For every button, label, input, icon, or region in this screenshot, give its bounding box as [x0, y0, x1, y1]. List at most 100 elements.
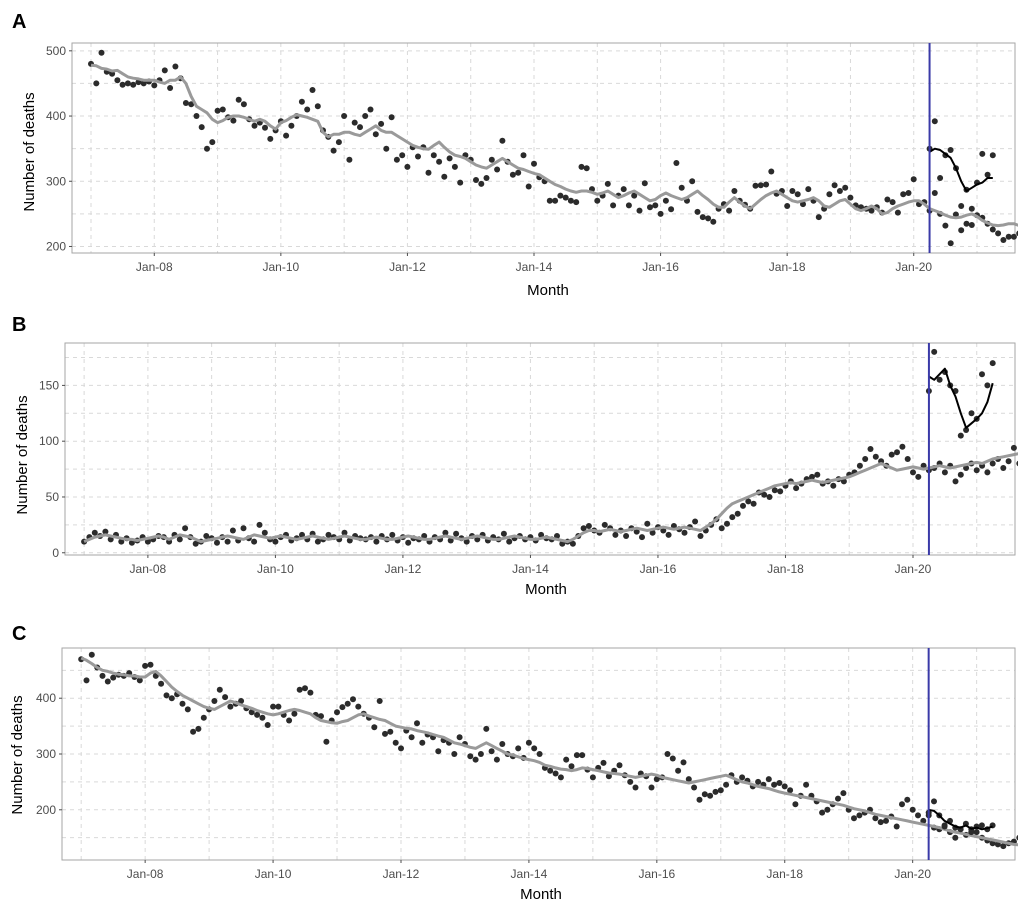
data-point	[995, 230, 1002, 237]
data-point	[200, 714, 207, 721]
data-point	[203, 533, 210, 539]
data-point	[750, 500, 757, 507]
data-point	[612, 531, 619, 538]
panel-a: A Month Number of deaths 200 300 400 500 Jan…	[12, 11, 1018, 299]
x-tick-label: Jan-16	[640, 562, 677, 576]
data-point	[531, 160, 537, 167]
data-point	[554, 533, 560, 539]
data-point	[224, 538, 231, 545]
data-point	[477, 751, 484, 757]
data-point	[240, 525, 247, 532]
y-axis-title-a: Number of deaths	[21, 92, 38, 211]
data-point	[915, 473, 922, 480]
data-point	[847, 194, 854, 201]
data-point	[910, 469, 916, 476]
data-point	[436, 158, 443, 165]
data-point	[259, 714, 266, 721]
data-point	[264, 722, 271, 728]
data-point	[1010, 444, 1017, 451]
data-point	[307, 689, 314, 696]
data-point	[140, 80, 147, 87]
data-point	[989, 460, 996, 467]
data-point	[446, 155, 453, 162]
data-point	[707, 792, 714, 799]
data-point	[267, 135, 274, 142]
data-point	[230, 117, 237, 124]
data-point	[91, 529, 98, 536]
data-point	[248, 709, 255, 716]
data-point	[119, 81, 126, 88]
data-point	[1010, 233, 1017, 240]
panel-label-a: A	[12, 11, 26, 33]
data-point	[214, 539, 220, 546]
data-point	[286, 717, 293, 724]
x-tick-label: Jan-18	[767, 562, 804, 576]
observed-points-c	[78, 651, 1018, 850]
data-point	[755, 778, 762, 785]
data-point	[472, 756, 479, 763]
data-point	[130, 81, 137, 88]
data-point	[669, 755, 676, 762]
data-point	[644, 520, 651, 527]
data-point	[538, 531, 545, 538]
data-point	[283, 132, 290, 139]
data-point	[110, 674, 117, 681]
data-point	[314, 538, 321, 545]
data-point	[238, 698, 245, 704]
data-point	[814, 471, 821, 478]
data-point	[776, 780, 783, 786]
data-point	[941, 823, 948, 830]
data-point	[222, 694, 229, 701]
data-point	[989, 152, 996, 159]
data-point	[664, 751, 671, 757]
data-point	[867, 446, 874, 452]
data-point	[893, 823, 900, 830]
data-point	[616, 762, 623, 769]
data-point	[757, 182, 764, 189]
panel-b: B Month Number of deaths 0 50 100 150 Jan-08…	[12, 314, 1018, 598]
data-point	[792, 801, 799, 808]
data-point	[824, 806, 831, 813]
data-point	[826, 191, 833, 198]
plot-border-a	[71, 42, 1016, 254]
data-point	[414, 720, 420, 727]
data-point	[552, 770, 559, 777]
data-point	[291, 710, 298, 717]
data-point	[214, 107, 221, 114]
data-point	[256, 521, 263, 528]
data-point	[563, 756, 570, 763]
data-point	[378, 120, 385, 127]
data-point	[784, 203, 791, 209]
y-tick-label: 200	[46, 239, 66, 253]
data-point	[668, 206, 675, 213]
data-point	[124, 80, 131, 87]
data-point	[254, 711, 261, 718]
data-point	[579, 752, 586, 759]
data-point	[573, 199, 580, 206]
data-point	[323, 738, 330, 745]
data-point	[161, 67, 168, 74]
data-point	[793, 485, 800, 492]
data-point	[515, 745, 522, 752]
data-point	[731, 188, 738, 194]
data-point	[856, 812, 863, 819]
data-point	[894, 449, 900, 456]
data-point	[227, 703, 234, 710]
data-point	[447, 537, 454, 544]
data-point	[451, 163, 458, 170]
data-point	[1000, 237, 1007, 243]
data-point	[1005, 458, 1012, 465]
data-point	[675, 767, 682, 774]
data-point	[515, 169, 522, 176]
data-point	[302, 685, 308, 692]
data-point	[367, 106, 374, 113]
data-point	[888, 451, 895, 458]
y-tick-label: 50	[46, 490, 60, 504]
data-point	[958, 227, 965, 234]
data-point	[546, 197, 553, 204]
data-point	[209, 139, 216, 146]
data-point	[600, 759, 607, 766]
data-point	[525, 183, 532, 190]
data-point	[761, 491, 768, 498]
data-point	[167, 85, 174, 91]
